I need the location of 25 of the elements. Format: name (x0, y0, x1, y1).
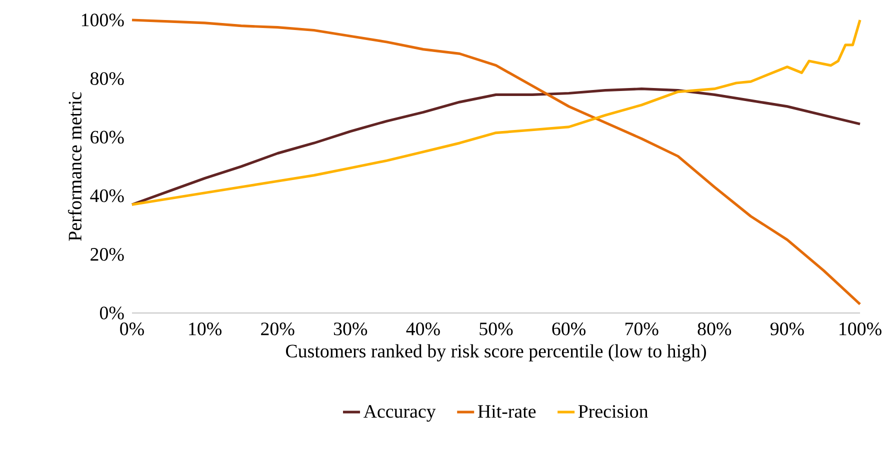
y-tick-label: 80% (90, 72, 124, 86)
y-axis-title: Performance metric (68, 92, 82, 241)
line-series (130, 18, 862, 206)
x-tick-label: 20% (261, 322, 294, 336)
line-series (130, 18, 862, 306)
x-tick-label: 30% (334, 322, 368, 336)
x-tick-label: 60% (552, 322, 586, 336)
x-tick-label: 80% (698, 322, 732, 336)
x-tick-label: 70% (626, 322, 658, 336)
y-tick-label: 20% (90, 248, 124, 261)
y-tick-label: 0% (100, 306, 124, 320)
legend-label: Accuracy (363, 405, 436, 422)
x-tick-label: 50% (480, 322, 513, 336)
y-tick-label: 100% (82, 14, 124, 26)
line-series (130, 88, 862, 206)
x-axis-title: Customers ranked by risk score percentile (low to high) (286, 344, 706, 362)
y-tick-label: 40% (90, 189, 124, 202)
x-tick-label: 90% (770, 322, 804, 336)
x-tick-label: 40% (406, 322, 440, 336)
legend-label: Precision (578, 405, 648, 418)
x-tick-label: 10% (189, 322, 222, 336)
x-tick-label: 100% (840, 322, 882, 336)
y-tick-label: 60% (90, 130, 124, 144)
legend-label: Hit-rate (478, 405, 536, 418)
x-tick-label: 0% (120, 322, 144, 336)
